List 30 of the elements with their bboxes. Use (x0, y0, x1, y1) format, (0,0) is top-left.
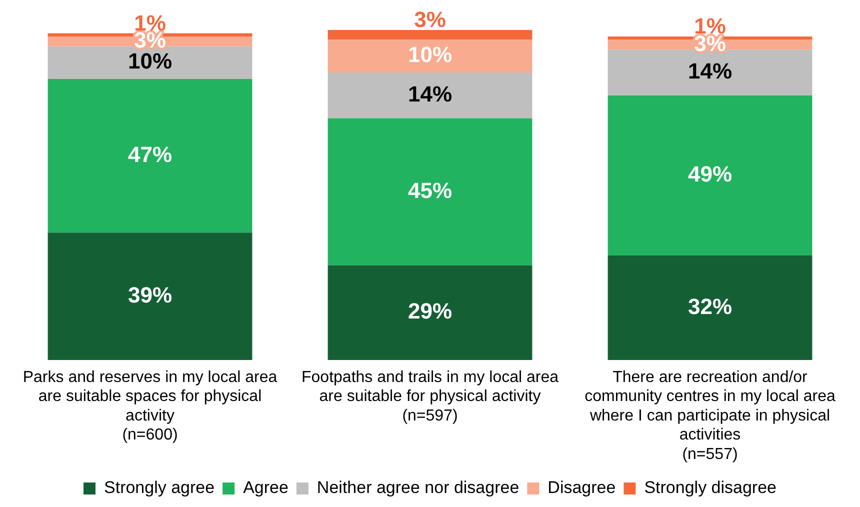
data-label: 29% (408, 298, 452, 324)
bar (328, 72, 532, 118)
data-label: 39% (128, 282, 172, 308)
bar (328, 40, 532, 72)
bar (48, 46, 252, 80)
data-label: 10% (128, 48, 172, 74)
x-tick-label: Parks and reserves in my local area are suitable spaces for physical activity (n=600) (22, 369, 278, 444)
legend-label: Disagree (548, 478, 616, 498)
bar (48, 79, 252, 233)
bar (608, 50, 812, 96)
x-tick-label: There are recreation and/or community centres in my local area where I can participate in physical activities (n=557) (584, 369, 836, 463)
data-label: 10% (408, 42, 452, 68)
data-label: 45% (408, 178, 452, 203)
bar (608, 255, 812, 360)
data-label: 14% (688, 58, 732, 84)
bar (328, 265, 532, 360)
legend-label: Agree (243, 478, 288, 498)
data-label: 47% (128, 142, 172, 167)
data-label: 3% (414, 7, 446, 32)
data-label: 32% (688, 294, 732, 319)
bar (608, 95, 812, 256)
bar (48, 232, 252, 360)
legend-label: Neither agree nor disagree (316, 478, 520, 498)
legend-label: Strongly agree (104, 478, 215, 498)
legend-label: Strongly disagree (644, 478, 777, 498)
bar (328, 30, 532, 40)
data-label: 14% (408, 81, 452, 106)
x-tick-label: Footpaths and trails in my local area are suitable for physical activity (n=597) (301, 369, 559, 424)
bar (328, 118, 532, 266)
data-label: 49% (688, 161, 732, 186)
